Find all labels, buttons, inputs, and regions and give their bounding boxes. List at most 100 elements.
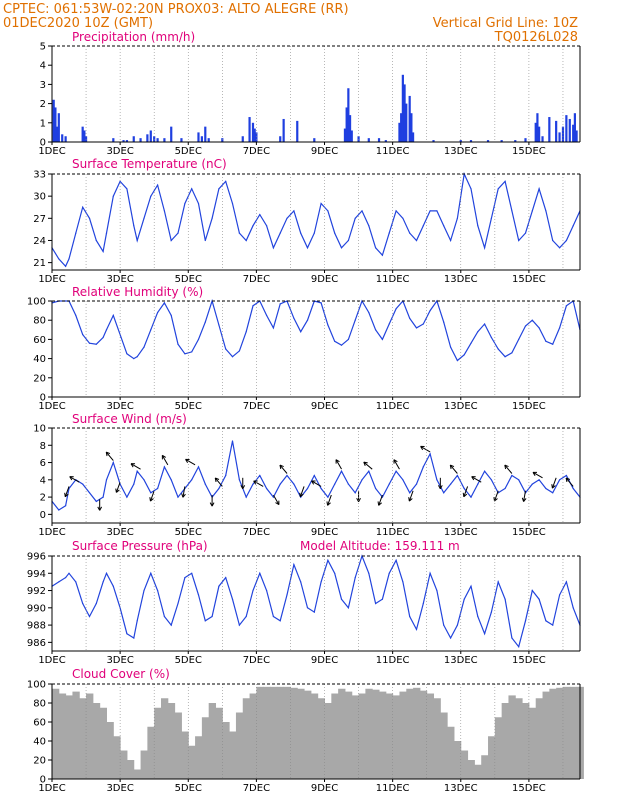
cloud-bar (174, 712, 182, 779)
x-tick-label: 9DEC (311, 274, 338, 285)
wind-point (177, 496, 179, 498)
temp-point (422, 225, 424, 227)
cloud-bar (304, 690, 312, 779)
precip-bar (401, 74, 404, 142)
precip-bar (411, 132, 415, 142)
wind-point (361, 479, 363, 481)
y-tick-label: 100 (27, 680, 46, 691)
temp-point (538, 188, 540, 190)
rh-point (334, 340, 336, 342)
rh-point (477, 331, 479, 333)
wind-point (231, 440, 234, 442)
temp-point (354, 217, 356, 219)
precip-bar (500, 140, 503, 142)
cloud-bar (324, 703, 332, 779)
precip-bar (343, 128, 347, 142)
y-tick-label: 994 (27, 569, 46, 580)
pres-point (300, 581, 302, 583)
y-tick-label: 2 (40, 493, 46, 504)
rh-point (327, 324, 329, 326)
x-tick-label: 15DEC (512, 274, 546, 285)
temp-point (429, 210, 431, 212)
precip-bar (139, 138, 142, 142)
wind-arrow (181, 486, 186, 498)
temp-point (300, 232, 302, 234)
cloud-cover-panel: 0 20 40 60 80 100 1DEC 3DEC 5DEC 7DEC 9DEC 11DEC 13D… (27, 680, 584, 794)
pres-point (102, 581, 104, 583)
y-tick-label: 0 (40, 393, 46, 404)
panel-title-rh: Relative Humidity (%) (72, 285, 203, 299)
rh-point (490, 336, 492, 339)
cloud-bar (154, 707, 162, 779)
pres-point (177, 602, 179, 605)
pres-point (497, 581, 499, 583)
temp-point (388, 232, 390, 234)
rh-point (524, 325, 527, 327)
y-tick-label: 2 (40, 99, 46, 110)
cloud-bar (195, 736, 203, 779)
cloud-bar (379, 691, 387, 779)
x-tick-label: 13DEC (444, 274, 478, 285)
wind-arrow (532, 471, 543, 479)
rh-point (170, 314, 172, 316)
cloud-bar (147, 726, 155, 779)
temp-point (184, 202, 186, 205)
pres-point (68, 572, 70, 574)
precip-bar (81, 126, 84, 142)
header-grid-note: Vertical Grid Line: 10Z (433, 16, 578, 31)
temp-point (75, 232, 77, 234)
precip-bar (469, 140, 473, 142)
x-tick-label: 3DEC (106, 274, 133, 285)
pres-point (518, 646, 520, 648)
cloud-bar (317, 698, 326, 779)
temp-point (286, 217, 288, 219)
pres-point (272, 615, 274, 618)
cloud-bar (222, 722, 230, 779)
cloud-bar (515, 698, 523, 779)
temp-point (218, 188, 220, 190)
y-tick-label: 992 (27, 586, 46, 597)
precip-bar (251, 122, 255, 142)
temp-point (490, 217, 492, 219)
temp-point (293, 210, 295, 212)
cloud-bar (344, 691, 353, 779)
precip-bar (536, 113, 539, 142)
temp-point (136, 239, 138, 242)
cloud-bar (276, 686, 285, 779)
rh-point (252, 305, 254, 307)
temp-point (266, 225, 268, 227)
wind-arrow (69, 476, 80, 483)
wind-arrow (437, 477, 443, 490)
rh-point (136, 356, 138, 358)
x-tick-label: 7DEC (243, 401, 270, 412)
precip-bar (514, 140, 517, 142)
pres-point (415, 628, 418, 631)
pres-point (429, 572, 431, 574)
rh-point (545, 340, 547, 342)
wind-point (126, 496, 128, 498)
temp-point (565, 239, 568, 242)
x-tick-label: 1DEC (38, 527, 65, 538)
precip-bar (575, 130, 578, 142)
precip-bar (56, 126, 59, 142)
temp-point (477, 225, 479, 227)
cloud-bar (474, 764, 482, 779)
wind-arrow (279, 464, 288, 474)
temp-point (572, 225, 574, 227)
temp-point (259, 214, 261, 216)
cloud-bar (508, 695, 516, 779)
temp-point (381, 254, 383, 256)
precip-bar (180, 138, 183, 142)
pres-point (436, 589, 438, 592)
temp-point (320, 202, 322, 205)
wind-arrow (149, 490, 155, 502)
pres-point (327, 559, 329, 561)
x-tick-label: 3DEC (106, 146, 133, 157)
pres-point (470, 585, 472, 587)
temp-point (531, 210, 533, 212)
temp-point (197, 202, 200, 205)
x-tick-label: 5DEC (175, 146, 202, 157)
x-tick-label: 15DEC (512, 655, 546, 666)
pres-point (320, 581, 322, 583)
